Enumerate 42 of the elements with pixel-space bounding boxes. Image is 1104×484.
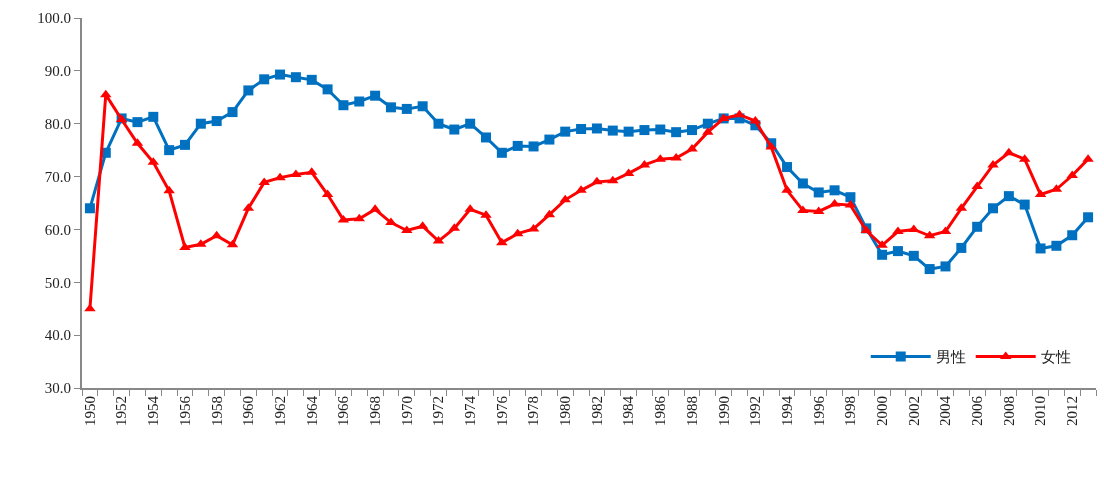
x-tick-label: 1988 — [683, 396, 700, 426]
y-tick-label: 40.0 — [44, 327, 71, 344]
x-tick-label: 1980 — [557, 396, 574, 426]
x-tick-label: 1984 — [620, 395, 637, 426]
x-tick-label: 1982 — [588, 396, 605, 426]
y-tick-label: 60.0 — [44, 221, 71, 238]
x-tick-label: 1950 — [81, 396, 98, 426]
x-tick-label: 1990 — [715, 396, 732, 426]
x-tick-label: 1996 — [810, 395, 827, 426]
y-tick-label: 100.0 — [37, 10, 71, 27]
x-tick-label: 1958 — [208, 396, 225, 426]
x-tick-label: 1972 — [430, 396, 447, 426]
x-tick-label: 1974 — [462, 395, 479, 426]
x-tick-label: 1966 — [335, 395, 352, 426]
x-tick-label: 1978 — [525, 396, 542, 426]
x-tick-label: 2010 — [1032, 396, 1049, 426]
legend-label: 男性 — [935, 348, 966, 367]
x-tick-label: 1998 — [842, 396, 859, 426]
y-tick-label: 80.0 — [44, 115, 71, 132]
y-tick-label: 70.0 — [44, 168, 71, 185]
x-tick-label: 1964 — [303, 395, 320, 426]
x-tick-label: 1986 — [652, 395, 669, 426]
y-tick-label: 90.0 — [44, 63, 71, 80]
x-tick-label: 1954 — [145, 395, 162, 426]
x-tick-label: 1994 — [778, 395, 795, 426]
x-tick-label: 2012 — [1064, 396, 1081, 426]
y-tick-label: 30.0 — [44, 380, 71, 397]
x-tick-label: 1968 — [366, 396, 383, 426]
x-tick-label: 2006 — [969, 395, 986, 426]
x-tick-label: 1970 — [398, 396, 415, 426]
x-tick-label: 1992 — [747, 396, 764, 426]
y-tick-label: 50.0 — [44, 274, 71, 291]
x-tick-label: 2000 — [873, 396, 890, 426]
x-tick-label: 1956 — [176, 395, 193, 426]
x-tick-label: 1960 — [240, 396, 257, 426]
x-tick-label: 1962 — [271, 396, 288, 426]
x-tick-label: 2004 — [937, 395, 954, 426]
legend-label: 女性 — [1040, 348, 1071, 367]
x-tick-label: 1976 — [493, 395, 510, 426]
x-tick-label: 2008 — [1000, 396, 1017, 426]
x-tick-label: 2002 — [905, 396, 922, 426]
x-tick-label: 1952 — [113, 396, 130, 426]
